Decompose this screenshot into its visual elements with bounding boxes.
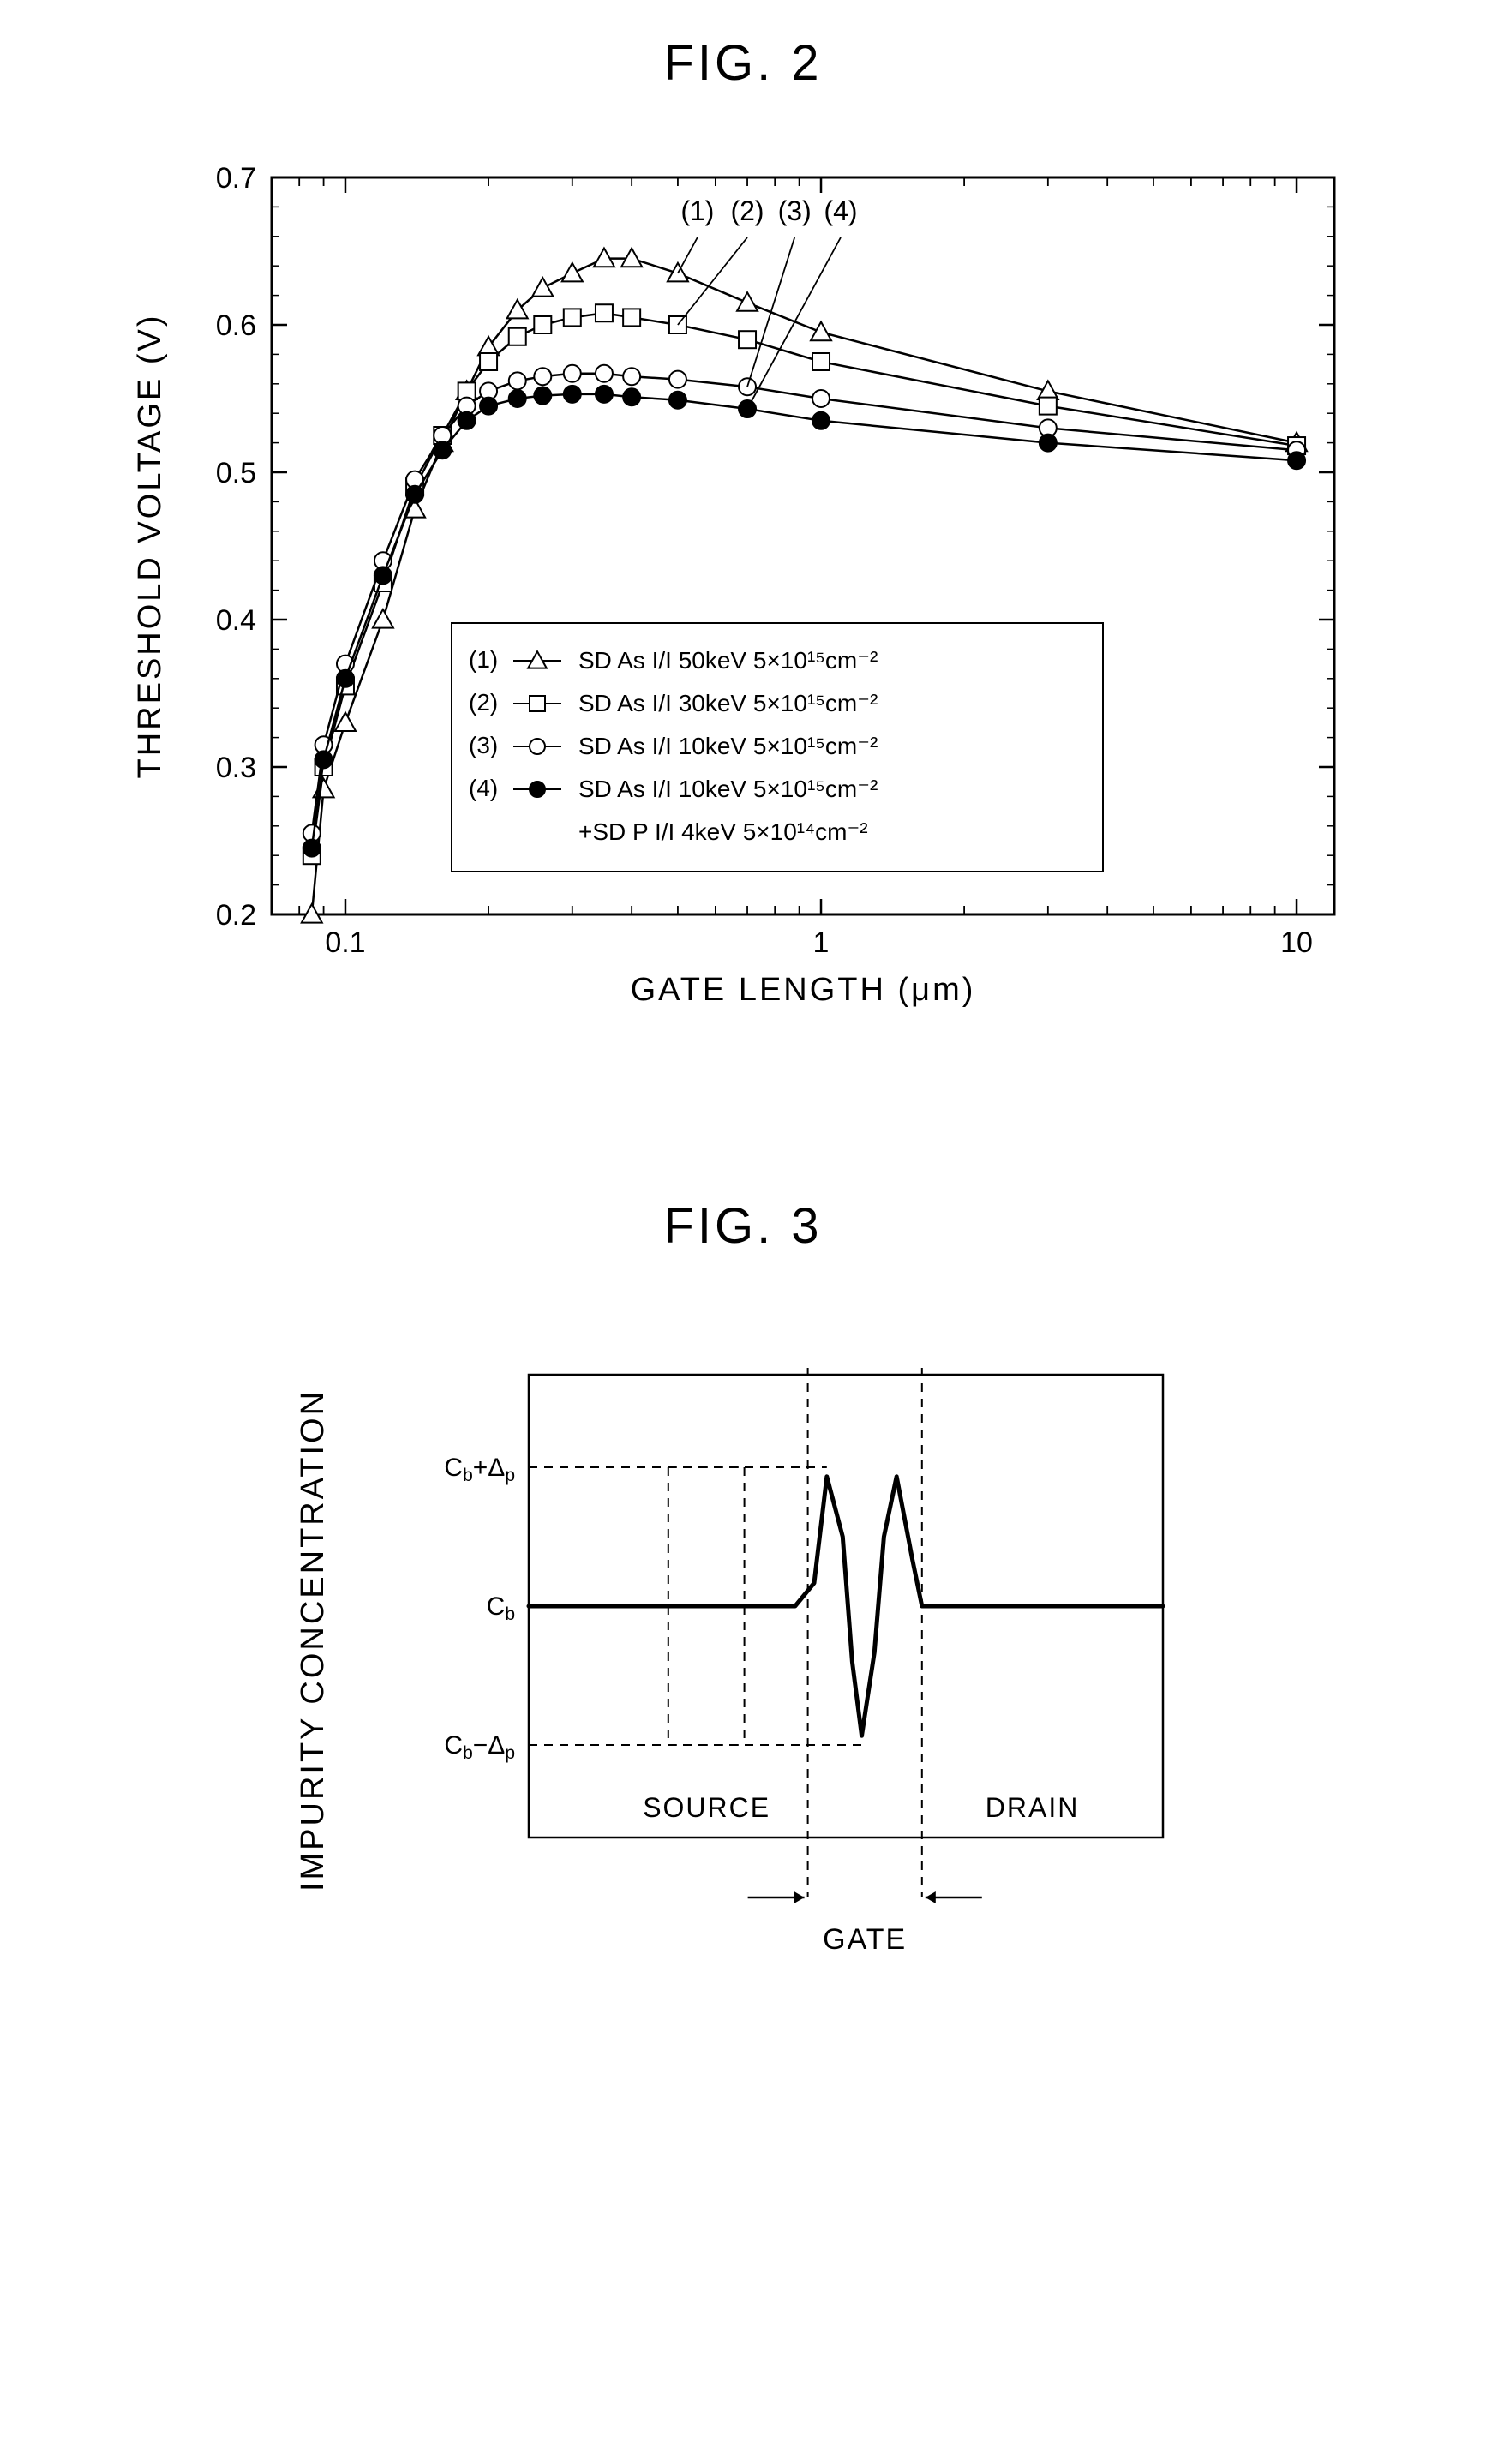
callout-label: (2) — [730, 195, 764, 226]
fig2-chart: 0.1 1 10 0.2 0.3 0.4 0.5 0.6 0.7 GATE LENGTH (μm)… — [34, 143, 1452, 1043]
callout-label: (1) — [680, 195, 714, 226]
impurity-profile — [529, 1477, 1163, 1736]
fig2-title: FIG. 2 — [34, 34, 1452, 92]
x-axis-label: GATE LENGTH (μm) — [631, 972, 976, 1008]
legend-label: SD As I/I 10keV 5×10¹⁵cm⁻² — [578, 776, 878, 802]
y-axis-label: THRESHOLD VOLTAGE (V) — [132, 314, 168, 779]
legend-label: SD As I/I 10keV 5×10¹⁵cm⁻² — [578, 733, 878, 759]
x-tick-label: 10 — [1280, 926, 1313, 959]
fig3-y-label: IMPURITY CONCENTRATION — [295, 1389, 331, 1891]
region-drain: DRAIN — [986, 1792, 1080, 1823]
legend-label-2: +SD P I/I 4keV 5×10¹⁴cm⁻² — [578, 818, 868, 845]
legend-label: SD As I/I 30keV 5×10¹⁵cm⁻² — [578, 690, 878, 716]
callout-label: (3) — [778, 195, 812, 226]
fig3-chart: IMPURITY CONCENTRATION Cb+Δp Cb Cb−Δp SOURCE… — [34, 1306, 1452, 1992]
y-tick-label: 0.4 — [216, 604, 256, 637]
y-tick-label: 0.5 — [216, 457, 256, 489]
y-marker-low: Cb−Δp — [444, 1731, 515, 1763]
figure-3: FIG. 3 IMPURITY CONCENTRATION Cb+Δp Cb Cb−Δ… — [34, 1197, 1452, 1992]
y-tick-label: 0.2 — [216, 899, 256, 932]
region-source: SOURCE — [643, 1792, 770, 1823]
x-tick-label: 0.1 — [325, 926, 365, 959]
svg-text:(2): (2) — [469, 689, 498, 716]
svg-text:(1): (1) — [469, 646, 498, 673]
figure-2: FIG. 2 0.1 1 10 0.2 0.3 0.4 0.5 0.6 0.7 GATE LENG… — [34, 34, 1452, 1043]
legend-label: SD As I/I 50keV 5×10¹⁵cm⁻² — [578, 647, 878, 674]
y-tick-label: 0.7 — [216, 162, 256, 195]
region-gate: GATE — [823, 1923, 907, 1956]
y-tick-label: 0.3 — [216, 752, 256, 784]
fig3-title: FIG. 3 — [34, 1197, 1452, 1255]
svg-text:(3): (3) — [469, 732, 498, 758]
y-marker-high: Cb+Δp — [444, 1454, 515, 1485]
svg-text:(4): (4) — [469, 775, 498, 801]
callout-label: (4) — [824, 195, 857, 226]
x-tick-label: 1 — [813, 926, 830, 959]
y-marker-mid: Cb — [487, 1592, 515, 1624]
y-tick-label: 0.6 — [216, 309, 256, 342]
